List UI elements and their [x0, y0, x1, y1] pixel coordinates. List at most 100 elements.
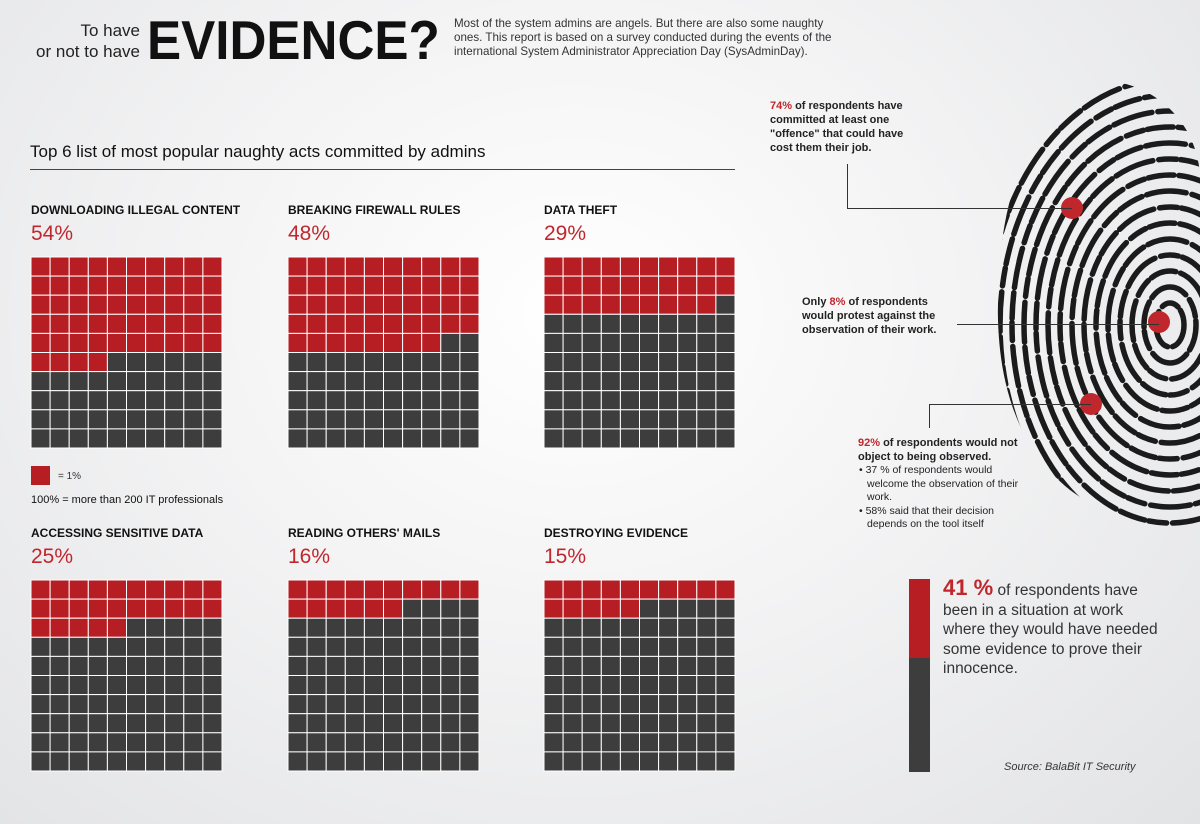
waffle-cell-empty — [344, 617, 365, 638]
waffle-cell-empty — [639, 390, 660, 411]
waffle-cell-empty — [202, 352, 223, 373]
waffle-cell-filled — [306, 332, 327, 354]
waffle-cell-empty — [421, 694, 442, 715]
waffle-cell-empty — [383, 694, 404, 715]
waffle-cell-empty — [344, 655, 365, 677]
waffle-cell-empty — [363, 617, 385, 638]
waffle-cell-empty — [30, 675, 51, 696]
waffle-cell-empty — [363, 371, 385, 392]
waffle-cell-filled — [658, 275, 679, 296]
waffle-cell-empty — [287, 390, 308, 411]
waffle-cell-filled — [30, 352, 51, 373]
waffle-cell-filled — [68, 332, 89, 354]
waffle-cell-filled — [164, 294, 185, 315]
waffle-cell-empty — [402, 732, 423, 753]
waffle-cell-empty — [145, 617, 166, 638]
waffle-cell-empty — [459, 751, 480, 772]
waffle-cell-empty — [658, 675, 679, 696]
waffle-cell-empty — [543, 655, 564, 677]
waffle-cell-empty — [106, 428, 128, 449]
waffle-cell-empty — [126, 371, 147, 392]
waffle-label-mails: READING OTHERS' MAILS — [288, 526, 441, 540]
waffle-cell-empty — [696, 598, 717, 619]
waffle-cell-filled — [126, 598, 147, 619]
waffle-cell-filled — [145, 332, 166, 354]
waffle-cell-empty — [87, 428, 108, 449]
waffle-cell-empty — [164, 751, 185, 772]
waffle-cell-filled — [562, 275, 583, 296]
waffle-cell-empty — [164, 371, 185, 392]
waffle-cell-empty — [106, 751, 128, 772]
waffle-grid-evidence — [543, 579, 736, 772]
waffle-cell-filled — [287, 313, 308, 334]
waffle-cell-empty — [440, 694, 461, 715]
waffle-cell-empty — [344, 352, 365, 373]
waffle-cell-empty — [49, 732, 70, 753]
waffle-cell-empty — [383, 352, 404, 373]
waffle-cell-empty — [619, 732, 641, 753]
waffle-cell-empty — [325, 352, 346, 373]
waffle-cell-filled — [306, 294, 327, 315]
waffle-cell-empty — [183, 390, 204, 411]
waffle-cell-empty — [87, 751, 108, 772]
waffle-cell-empty — [325, 617, 346, 638]
waffle-cell-empty — [106, 371, 128, 392]
waffle-cell-empty — [639, 694, 660, 715]
callout-74: 74% of respondents have committed at lea… — [770, 99, 920, 155]
waffle-cell-empty — [658, 713, 679, 734]
waffle-cell-filled — [715, 579, 736, 600]
waffle-cell-empty — [715, 636, 736, 657]
waffle-cell-filled — [49, 579, 70, 600]
waffle-cell-filled — [202, 598, 223, 619]
waffle-cell-filled — [344, 294, 365, 315]
waffle-cell-empty — [562, 636, 583, 657]
waffle-cell-empty — [363, 390, 385, 411]
waffle-cell-empty — [344, 732, 365, 753]
waffle-cell-filled — [581, 598, 602, 619]
waffle-cell-filled — [543, 294, 564, 315]
waffle-cell-empty — [696, 751, 717, 772]
waffle-cell-empty — [619, 694, 641, 715]
waffle-cell-filled — [202, 332, 223, 354]
waffle-cell-empty — [715, 332, 736, 354]
waffle-cell-empty — [677, 313, 698, 334]
waffle-cell-empty — [202, 390, 223, 411]
waffle-cell-empty — [306, 636, 327, 657]
waffle-cell-empty — [68, 428, 89, 449]
waffle-cell-empty — [715, 655, 736, 677]
waffle-cell-empty — [30, 751, 51, 772]
callout-8: Only 8% of respondents would protest aga… — [802, 295, 962, 337]
waffle-cell-empty — [696, 675, 717, 696]
waffle-cell-filled — [68, 617, 89, 638]
waffle-cell-empty — [677, 732, 698, 753]
waffle-cell-empty — [325, 732, 346, 753]
waffle-cell-empty — [677, 636, 698, 657]
waffle-cell-empty — [68, 636, 89, 657]
waffle-cell-filled — [325, 294, 346, 315]
waffle-cell-empty — [49, 655, 70, 677]
waffle-cell-filled — [459, 579, 480, 600]
waffle-cell-filled — [600, 294, 621, 315]
waffle-cell-empty — [344, 675, 365, 696]
waffle-cell-filled — [440, 313, 461, 334]
waffle-cell-empty — [344, 371, 365, 392]
waffle-cell-empty — [677, 428, 698, 449]
callout-8-line — [957, 324, 1159, 325]
waffle-cell-filled — [126, 256, 147, 277]
waffle-cell-empty — [543, 332, 564, 354]
waffle-cell-empty — [677, 713, 698, 734]
waffle-cell-filled — [49, 598, 70, 619]
waffle-cell-empty — [581, 371, 602, 392]
waffle-cell-empty — [581, 636, 602, 657]
waffle-cell-filled — [402, 579, 423, 600]
waffle-cell-empty — [287, 694, 308, 715]
waffle-cell-empty — [325, 694, 346, 715]
waffle-cell-empty — [562, 617, 583, 638]
fingerprint-icon — [997, 79, 1200, 530]
waffle-cell-empty — [715, 675, 736, 696]
waffle-cell-empty — [68, 713, 89, 734]
waffle-cell-empty — [562, 409, 583, 430]
waffle-cell-filled — [106, 598, 128, 619]
waffle-cell-empty — [562, 428, 583, 449]
waffle-cell-empty — [30, 636, 51, 657]
